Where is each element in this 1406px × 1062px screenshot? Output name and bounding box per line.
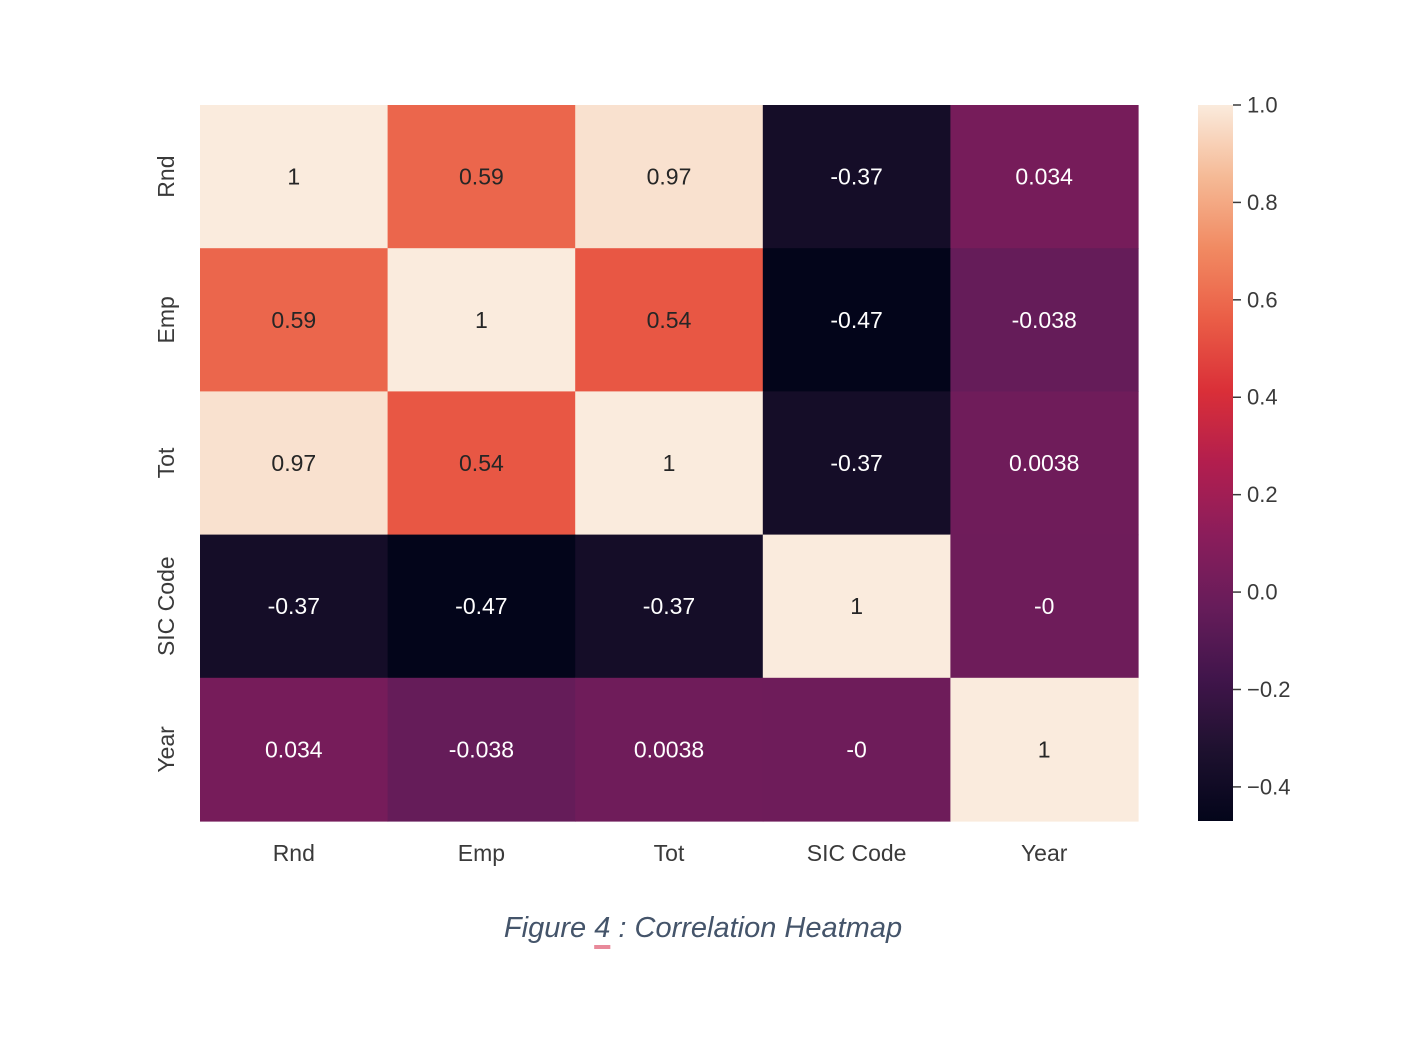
y-tick-label: Tot: [153, 447, 179, 478]
heatmap-cell: [575, 677, 764, 822]
colorbar-tick-label: 0.6: [1247, 287, 1278, 312]
heatmap-cell: [950, 534, 1139, 679]
heatmap-cell: [200, 248, 389, 392]
cell-annotation: 1: [475, 307, 488, 333]
heatmap-cell: [200, 105, 389, 249]
cell-annotation: 1: [850, 593, 863, 619]
cell-annotation: -0.37: [830, 164, 882, 190]
heatmap-cell: [762, 105, 951, 249]
cell-annotation: -0.038: [449, 736, 514, 762]
heatmap-cell: [950, 391, 1139, 536]
heatmap-cell: [762, 677, 951, 822]
heatmap-cell: [575, 391, 764, 536]
x-tick-labels: Rnd Emp Tot SIC Code Year: [273, 840, 1068, 866]
heatmap-cell: [387, 105, 576, 249]
heatmap-cell: [575, 105, 764, 249]
cell-annotation: 0.034: [265, 736, 323, 762]
caption-prefix: Figure: [503, 912, 595, 944]
colorbar: [1198, 105, 1233, 821]
x-tick-label: Rnd: [273, 840, 315, 866]
x-tick-label: SIC Code: [807, 840, 907, 866]
cell-annotation: -0.47: [830, 307, 882, 333]
cell-annotation: -0: [846, 736, 866, 762]
heatmap-cell: [575, 248, 764, 392]
heatmap-cell: [950, 677, 1139, 822]
cell-annotation: 0.0038: [1009, 450, 1079, 476]
colorbar-tick-label: 0.4: [1247, 385, 1278, 410]
heatmap-cell: [200, 677, 389, 822]
heatmap-cell: [575, 534, 764, 679]
cell-annotation: 0.034: [1015, 164, 1073, 190]
colorbar-tick-label: 0.0: [1247, 580, 1278, 605]
cell-annotation: -0: [1034, 593, 1054, 619]
cell-annotation: 1: [287, 164, 300, 190]
heatmap-cell: [387, 534, 576, 679]
caption-text: : Correlation Heatmap: [610, 912, 903, 944]
cell-annotation: -0.37: [268, 593, 320, 619]
colorbar-ticks: 1.0 0.8 0.6 0.4 0.2 0.0 −0.2 −0.4: [1233, 93, 1290, 799]
y-tick-label: Emp: [153, 296, 179, 343]
cell-annotation: 0.59: [271, 307, 316, 333]
y-tick-label: Rnd: [153, 155, 179, 197]
cell-annotation: 0.97: [271, 450, 316, 476]
heatmap-cell: [387, 677, 576, 822]
figure-caption: Figure 4 : Correlation Heatmap: [0, 912, 1406, 945]
colorbar-tick-label: 0.2: [1247, 482, 1278, 507]
colorbar-tick-label: 1.0: [1247, 93, 1278, 118]
cell-annotation: -0.47: [455, 593, 507, 619]
x-tick-label: Emp: [458, 840, 505, 866]
heatmap-cell: [762, 534, 951, 679]
cell-annotation: -0.038: [1012, 307, 1077, 333]
colorbar-tick-label: 0.8: [1247, 190, 1278, 215]
y-tick-labels: Rnd Emp Tot SIC Code Year: [153, 155, 179, 772]
cell-annotation: 0.54: [647, 307, 692, 333]
caption-number: 4: [594, 912, 611, 944]
cell-annotation: 0.97: [647, 164, 692, 190]
heatmap-cell: [387, 248, 576, 392]
colorbar-tick-label: −0.2: [1247, 677, 1290, 702]
heatmap-cell: [387, 391, 576, 536]
heatmap-annotations: 1 0.59 0.97 -0.37 0.034 0.59 1 0.54 -0.47 -0.038 0…: [265, 164, 1079, 763]
cell-annotation: 1: [663, 450, 676, 476]
x-tick-label: Tot: [654, 840, 685, 866]
x-tick-label: Year: [1021, 840, 1068, 866]
cell-annotation: -0.37: [643, 593, 695, 619]
heatmap-cell: [950, 248, 1139, 392]
heatmap-cell: [200, 534, 389, 679]
heatmap-cell: [762, 391, 951, 536]
correlation-heatmap: 1 0.59 0.97 -0.37 0.034 0.59 1 0.54 -0.47 -0.038 0…: [153, 93, 1290, 867]
heatmap-cell: [762, 248, 951, 392]
cell-annotation: 0.59: [459, 164, 504, 190]
cell-annotation: 0.0038: [634, 736, 704, 762]
heatmap-cell: [200, 391, 389, 536]
heatmap-cells: [200, 105, 1139, 822]
cell-annotation: 0.54: [459, 450, 504, 476]
y-tick-label: SIC Code: [153, 556, 179, 656]
cell-annotation: 1: [1038, 736, 1051, 762]
y-tick-label: Year: [153, 726, 179, 773]
colorbar-tick-label: −0.4: [1247, 774, 1290, 799]
heatmap-cell: [950, 105, 1139, 249]
cell-annotation: -0.37: [830, 450, 882, 476]
